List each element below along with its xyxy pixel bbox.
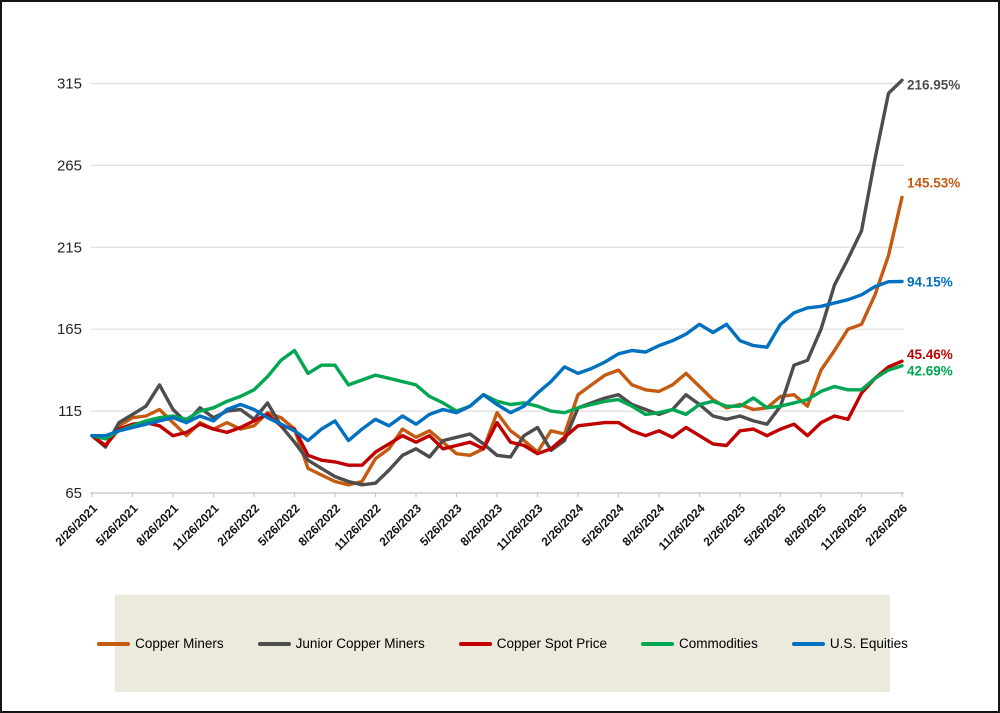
series-end-label-junior-copper-miners: 216.95% — [907, 77, 960, 92]
legend-swatch-copper-miners — [97, 641, 131, 646]
legend-swatch-us-equities — [791, 641, 825, 646]
series-end-label-copper-spot-price: 45.46% — [907, 347, 953, 362]
legend-swatch-copper-spot-price — [458, 641, 492, 646]
series-end-label-copper-miners: 145.53% — [907, 175, 960, 190]
y-tick-label: 165 — [57, 321, 82, 338]
legend-label-us-equities: U.S. Equities — [829, 636, 908, 651]
series-line-u-s-equities — [90, 279, 904, 443]
legend-label-copper-miners: Copper Miners — [135, 636, 224, 651]
legend-label-junior-copper-miners: Junior Copper Miners — [295, 636, 425, 651]
x-tick-label: 5/26/2021 — [93, 501, 141, 549]
legend-item-copper-miners: Copper Miners — [97, 636, 224, 651]
y-tick-label: 65 — [65, 485, 82, 502]
legend-item-copper-spot-price: Copper Spot Price — [458, 636, 608, 651]
y-tick-label: 115 — [58, 403, 82, 420]
series-end-label-u-s-equities: 94.15% — [907, 275, 953, 290]
legend-label-copper-spot-price: Copper Spot Price — [496, 636, 608, 651]
x-tick-label: 5/26/2025 — [741, 501, 789, 549]
x-tick-label: 2/26/2023 — [376, 501, 424, 549]
series-line-copper-miners — [90, 195, 904, 487]
legend-swatch-junior-copper-miners — [257, 641, 291, 646]
x-tick-label: 5/26/2023 — [417, 501, 465, 549]
x-tick-label: 2/26/2026 — [862, 501, 910, 549]
x-tick-label: 2/26/2024 — [538, 501, 586, 549]
y-tick-label: 215 — [57, 239, 82, 256]
x-tick-label: 2/26/2022 — [214, 501, 262, 549]
legend-swatch-commodities — [641, 641, 675, 646]
x-tick-label: 5/26/2024 — [579, 501, 627, 549]
series-end-label-commodities: 42.69% — [907, 364, 953, 379]
legend-item-commodities: Commodities — [641, 636, 758, 651]
series-line-commodities — [90, 348, 904, 441]
y-tick-label: 265 — [57, 157, 82, 174]
x-tick-label: 5/26/2022 — [255, 501, 303, 549]
legend-label-commodities: Commodities — [679, 636, 758, 651]
legend-item-junior-copper-miners: Junior Copper Miners — [257, 636, 425, 651]
x-tick-label: 2/26/2025 — [700, 501, 748, 549]
chart-legend: Copper Miners Junior Copper Miners Coppe… — [97, 595, 908, 692]
x-tick-label: 2/26/2021 — [52, 501, 100, 549]
legend-item-us-equities: U.S. Equities — [791, 636, 908, 651]
series-line-copper-spot-price — [90, 359, 904, 467]
y-tick-label: 315 — [57, 76, 82, 93]
